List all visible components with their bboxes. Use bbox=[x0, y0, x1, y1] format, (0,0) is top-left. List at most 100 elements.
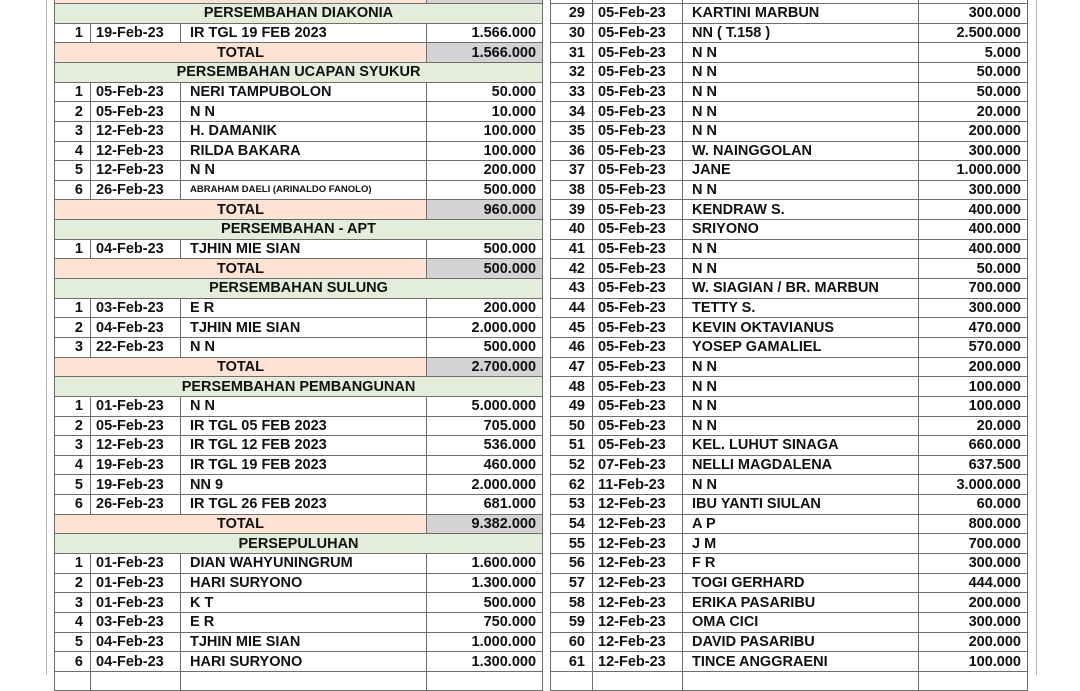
row-amount: 705.000 bbox=[426, 415, 544, 437]
row-number: 4 bbox=[54, 140, 91, 162]
row-name: KARTINI MARBUN bbox=[682, 3, 919, 24]
row-number: 5 bbox=[54, 160, 91, 181]
row-name: N N bbox=[682, 238, 919, 260]
row-name: N N bbox=[682, 376, 919, 397]
row-amount: 100.000 bbox=[426, 140, 544, 162]
row-amount: 500.000 bbox=[426, 336, 544, 358]
row-date: 05-Feb-23 bbox=[592, 376, 683, 397]
row-amount: 800.000 bbox=[918, 513, 1028, 535]
table-row: 4 19-Feb-23 IR TGL 19 FEB 2023 460.000 bbox=[54, 454, 544, 476]
section-title: PERSEMBAHAN PEMBANGUNAN bbox=[53, 376, 544, 397]
row-amount: 460.000 bbox=[426, 454, 544, 476]
row-date: 05-Feb-23 bbox=[592, 317, 683, 338]
table-row: 40 05-Feb-23 SRIYONO 400.000 bbox=[550, 219, 1028, 240]
row-amount: 700.000 bbox=[918, 533, 1028, 554]
row-amount: 300.000 bbox=[918, 611, 1028, 633]
table-row: 31 05-Feb-23 N N 5.000 bbox=[550, 42, 1028, 63]
row-date: 04-Feb-23 bbox=[90, 238, 181, 260]
table-row: 37 05-Feb-23 JANE 1.000.000 bbox=[550, 160, 1028, 181]
row-name: NN ( T.158 ) bbox=[682, 22, 919, 44]
row-name: N N bbox=[682, 61, 919, 83]
row-name: OMA CICI bbox=[682, 611, 919, 633]
row-name: RILDA BAKARA bbox=[179, 140, 428, 162]
row-date: 12-Feb-23 bbox=[592, 513, 683, 535]
section-header-row: PERSEMBAHAN UCAPAN SYUKUR bbox=[53, 61, 544, 83]
row-number: 1 bbox=[54, 238, 91, 260]
partial-row bbox=[54, 670, 544, 691]
row-number: 41 bbox=[550, 238, 593, 260]
empty-cell bbox=[592, 670, 683, 691]
row-date: 05-Feb-23 bbox=[592, 61, 683, 83]
row-number: 1 bbox=[54, 297, 91, 319]
row-amount: 200.000 bbox=[918, 356, 1028, 378]
row-amount: 300.000 bbox=[918, 3, 1028, 24]
row-name: HARI SURYONO bbox=[179, 651, 428, 672]
row-number: 30 bbox=[550, 22, 593, 44]
row-date: 12-Feb-23 bbox=[592, 533, 683, 554]
row-amount: 100.000 bbox=[918, 376, 1028, 397]
offering-table-right: 29 05-Feb-23 KARTINI MARBUN 300.000 30 05-Feb… bbox=[550, 0, 1028, 691]
row-amount: 681.000 bbox=[426, 494, 544, 515]
row-name: TETTY S. bbox=[682, 297, 919, 319]
row-date: 05-Feb-23 bbox=[592, 435, 683, 456]
row-amount: 300.000 bbox=[918, 297, 1028, 319]
row-date: 12-Feb-23 bbox=[90, 160, 181, 181]
row-amount: 50.000 bbox=[918, 61, 1028, 83]
row-number: 55 bbox=[550, 533, 593, 554]
row-number: 56 bbox=[550, 552, 593, 574]
row-date: 05-Feb-23 bbox=[592, 101, 683, 122]
partial-row bbox=[550, 670, 1028, 691]
row-number: 48 bbox=[550, 376, 593, 397]
row-name: IR TGL 26 FEB 2023 bbox=[179, 494, 428, 515]
table-row: 6 26-Feb-23 IR TGL 26 FEB 2023 681.000 bbox=[54, 494, 544, 515]
row-number: 37 bbox=[550, 160, 593, 181]
table-row: 3 12-Feb-23 H. DAMANIK 100.000 bbox=[54, 120, 544, 142]
row-date: 05-Feb-23 bbox=[90, 81, 181, 103]
row-amount: 660.000 bbox=[918, 435, 1028, 456]
total-label: TOTAL bbox=[53, 42, 428, 63]
row-number: 53 bbox=[550, 494, 593, 515]
row-name: IR TGL 12 FEB 2023 bbox=[179, 435, 428, 456]
row-number: 59 bbox=[550, 611, 593, 633]
row-date: 05-Feb-23 bbox=[592, 415, 683, 437]
table-row: 36 05-Feb-23 W. NAINGGOLAN 300.000 bbox=[550, 140, 1028, 162]
row-amount: 100.000 bbox=[918, 651, 1028, 672]
table-row: 52 07-Feb-23 NELLI MAGDALENA 637.500 bbox=[550, 454, 1028, 476]
row-name: NN 9 bbox=[179, 474, 428, 496]
total-label: TOTAL bbox=[53, 258, 428, 280]
table-row: 58 12-Feb-23 ERIKA PASARIBU 200.000 bbox=[550, 592, 1028, 613]
row-amount: 50.000 bbox=[918, 81, 1028, 103]
row-amount: 2.500.000 bbox=[918, 22, 1028, 44]
row-name: TOGI GERHARD bbox=[682, 572, 919, 594]
row-amount: 3.000.000 bbox=[918, 474, 1028, 496]
table-row: 48 05-Feb-23 N N 100.000 bbox=[550, 376, 1028, 397]
row-date: 05-Feb-23 bbox=[592, 278, 683, 299]
row-number: 1 bbox=[54, 395, 91, 417]
row-number: 5 bbox=[54, 474, 91, 496]
row-amount: 400.000 bbox=[918, 199, 1028, 221]
row-number: 42 bbox=[550, 258, 593, 280]
row-number: 5 bbox=[54, 631, 91, 653]
empty-cell bbox=[90, 670, 181, 691]
row-date: 12-Feb-23 bbox=[592, 651, 683, 672]
row-date: 07-Feb-23 bbox=[592, 454, 683, 476]
total-amount: 500.000 bbox=[426, 258, 544, 280]
row-amount: 500.000 bbox=[426, 179, 544, 201]
row-date: 01-Feb-23 bbox=[90, 552, 181, 574]
section-header-row: PERSEMBAHAN DIAKONIA bbox=[53, 3, 544, 24]
row-number: 6 bbox=[54, 651, 91, 672]
table-row: 47 05-Feb-23 N N 200.000 bbox=[550, 356, 1028, 378]
row-name: N N bbox=[682, 258, 919, 280]
row-amount: 1.566.000 bbox=[426, 22, 544, 44]
row-name: N N bbox=[682, 179, 919, 201]
row-date: 01-Feb-23 bbox=[90, 592, 181, 613]
table-row: 61 12-Feb-23 TINCE ANGGRAENI 100.000 bbox=[550, 651, 1028, 672]
table-row: 2 04-Feb-23 TJHIN MIE SIAN 2.000.000 bbox=[54, 317, 544, 338]
row-name: W. NAINGGOLAN bbox=[682, 140, 919, 162]
row-number: 38 bbox=[550, 179, 593, 201]
row-date: 05-Feb-23 bbox=[592, 258, 683, 280]
row-amount: 100.000 bbox=[426, 120, 544, 142]
table-row: 62 11-Feb-23 N N 3.000.000 bbox=[550, 474, 1028, 496]
row-name: A P bbox=[682, 513, 919, 535]
row-amount: 500.000 bbox=[426, 238, 544, 260]
